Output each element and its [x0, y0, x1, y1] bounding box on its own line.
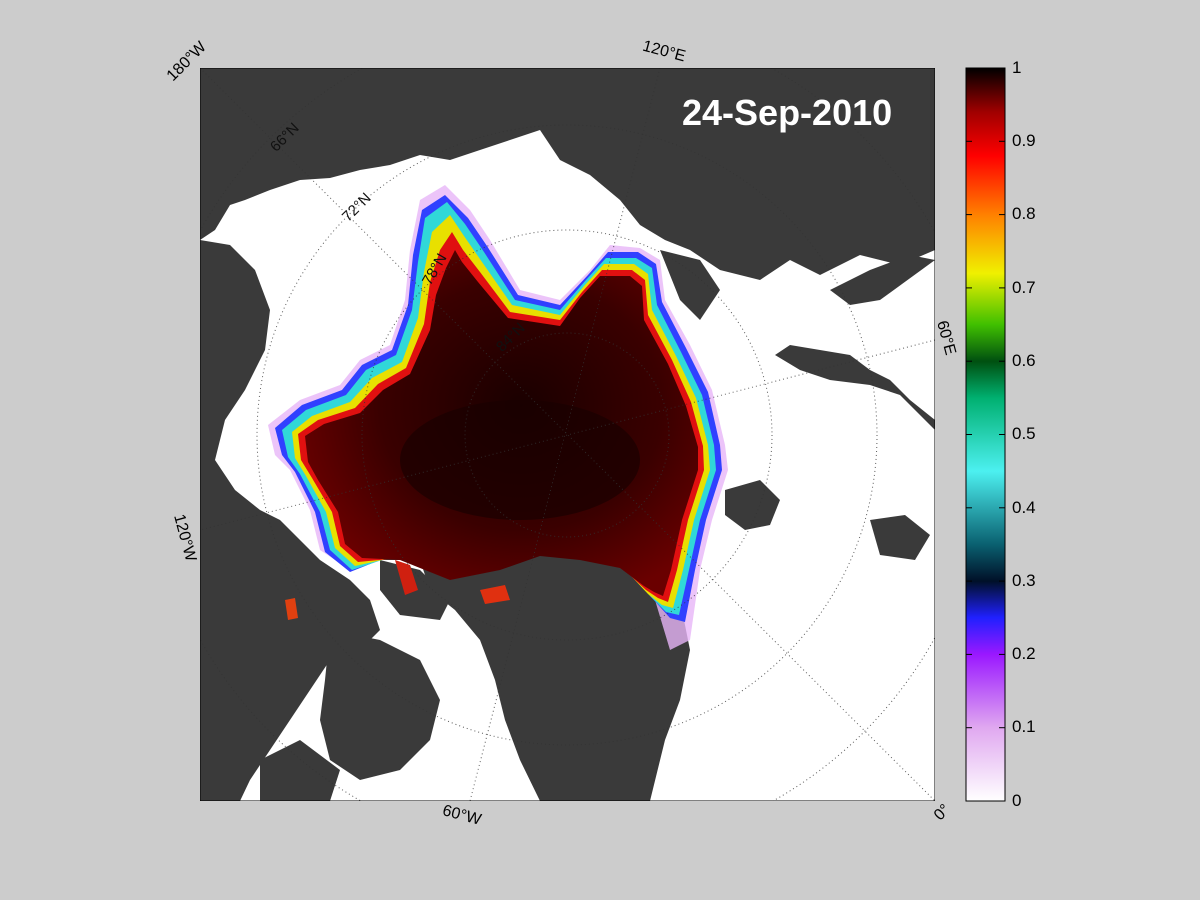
graticule — [200, 68, 935, 801]
colorbar-tick-label: 0 — [1012, 791, 1022, 810]
land-labrador — [260, 740, 340, 801]
date-label: 24-Sep-2010 — [682, 92, 893, 133]
parallel-72n — [256, 124, 878, 746]
meridian-60e-120w — [200, 339, 935, 531]
land-siberia — [200, 68, 935, 280]
land-iceland — [870, 515, 930, 560]
colorbar-tick-label: 0.3 — [1012, 571, 1036, 590]
ice-fragment-channel — [395, 560, 418, 595]
ice-fragment-baffin — [285, 598, 298, 620]
parallel-78n — [361, 229, 773, 641]
land-kara-peninsula — [660, 250, 720, 320]
land-svalbard — [725, 480, 780, 530]
colorbar-tick-label: 0.5 — [1012, 424, 1036, 443]
colorbar-tick-label: 0.7 — [1012, 278, 1036, 297]
land-canada — [200, 240, 380, 801]
colorbar-tick-label: 0.9 — [1012, 131, 1036, 150]
colorbar-tick-label: 0.6 — [1012, 351, 1036, 370]
colorbar-tick-label: 0.2 — [1012, 644, 1036, 663]
colorbar-tick-label: 0.8 — [1012, 204, 1036, 223]
colorbar-tick-label: 1 — [1012, 58, 1022, 77]
sea-ice-field — [268, 185, 728, 650]
parallel-84n — [464, 332, 670, 538]
ice-dark-center — [400, 400, 640, 520]
land-scandinavia — [775, 250, 935, 430]
colorbar-tick-label: 0.4 — [1012, 498, 1036, 517]
ice-fragment-nares — [480, 585, 510, 604]
land-europe-east — [830, 255, 935, 305]
land-baffin — [320, 630, 440, 780]
colorbar-tick-label: 0.1 — [1012, 717, 1036, 736]
map-panel — [200, 68, 935, 801]
